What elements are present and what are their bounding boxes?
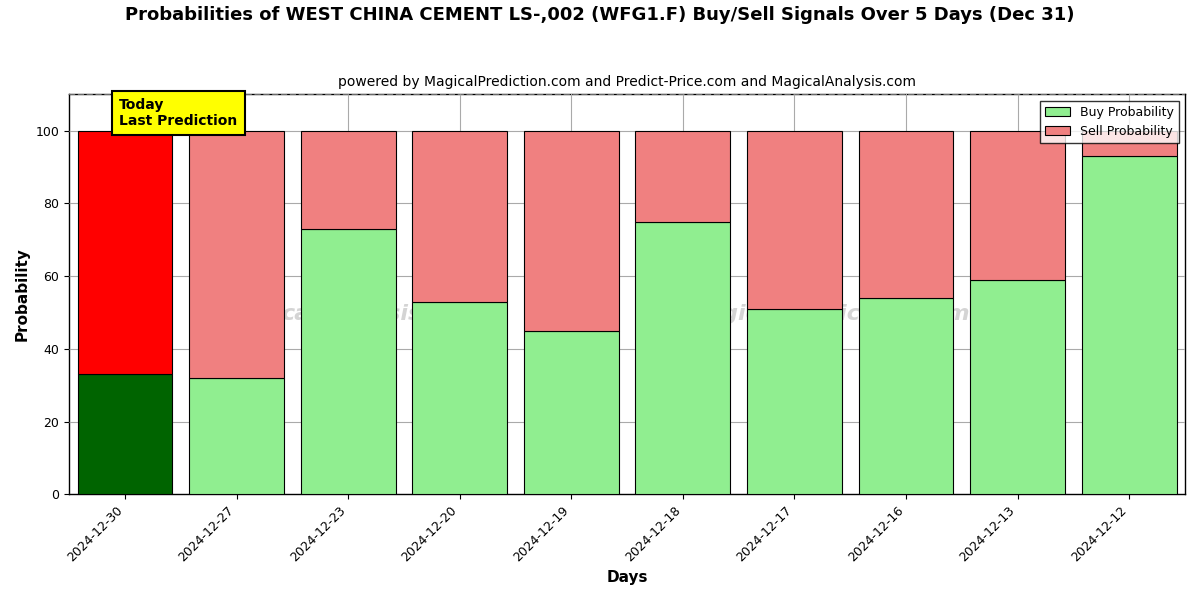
- Bar: [970, 280, 1066, 494]
- Text: calAnalysis.com: calAnalysis.com: [282, 304, 481, 325]
- Bar: [301, 131, 396, 229]
- Y-axis label: Probability: Probability: [16, 247, 30, 341]
- Text: Today
Last Prediction: Today Last Prediction: [119, 98, 238, 128]
- Bar: [636, 221, 731, 494]
- Legend: Buy Probability, Sell Probability: Buy Probability, Sell Probability: [1040, 101, 1178, 143]
- Bar: [78, 374, 173, 494]
- Bar: [524, 331, 619, 494]
- X-axis label: Days: Days: [606, 570, 648, 585]
- Title: powered by MagicalPrediction.com and Predict-Price.com and MagicalAnalysis.com: powered by MagicalPrediction.com and Pre…: [338, 75, 916, 89]
- Bar: [970, 131, 1066, 280]
- Bar: [190, 378, 284, 494]
- Bar: [190, 131, 284, 378]
- Bar: [748, 309, 842, 494]
- Text: MagicalPrediction.com: MagicalPrediction.com: [685, 304, 970, 325]
- Bar: [859, 298, 954, 494]
- Bar: [1081, 156, 1177, 494]
- Bar: [413, 131, 508, 302]
- Bar: [524, 131, 619, 331]
- Bar: [1081, 131, 1177, 156]
- Bar: [301, 229, 396, 494]
- Bar: [859, 131, 954, 298]
- Bar: [636, 131, 731, 221]
- Bar: [748, 131, 842, 309]
- Bar: [78, 131, 173, 374]
- Bar: [413, 302, 508, 494]
- Text: Probabilities of WEST CHINA CEMENT LS-,002 (WFG1.F) Buy/Sell Signals Over 5 Days: Probabilities of WEST CHINA CEMENT LS-,0…: [125, 6, 1075, 24]
